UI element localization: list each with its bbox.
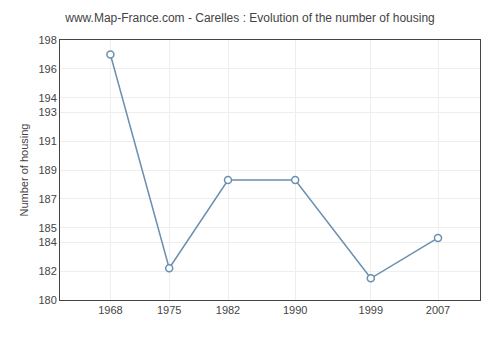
svg-text:187: 187 <box>38 193 56 205</box>
svg-text:182: 182 <box>38 265 56 277</box>
svg-text:1990: 1990 <box>283 304 307 316</box>
svg-text:193: 193 <box>38 106 56 118</box>
svg-text:Number of housing: Number of housing <box>18 124 30 217</box>
svg-text:1968: 1968 <box>98 304 122 316</box>
svg-text:1999: 1999 <box>359 304 383 316</box>
svg-text:191: 191 <box>38 135 56 147</box>
svg-text:194: 194 <box>38 92 56 104</box>
svg-text:189: 189 <box>38 164 56 176</box>
svg-text:184: 184 <box>38 236 56 248</box>
svg-text:180: 180 <box>38 294 56 306</box>
svg-text:1975: 1975 <box>157 304 181 316</box>
svg-text:1982: 1982 <box>216 304 240 316</box>
svg-text:2007: 2007 <box>426 304 450 316</box>
svg-text:198: 198 <box>38 34 56 46</box>
svg-text:www.Map-France.com - Carelles: www.Map-France.com - Carelles : Evolutio… <box>64 11 435 25</box>
svg-text:196: 196 <box>38 63 56 75</box>
svg-text:185: 185 <box>38 222 56 234</box>
